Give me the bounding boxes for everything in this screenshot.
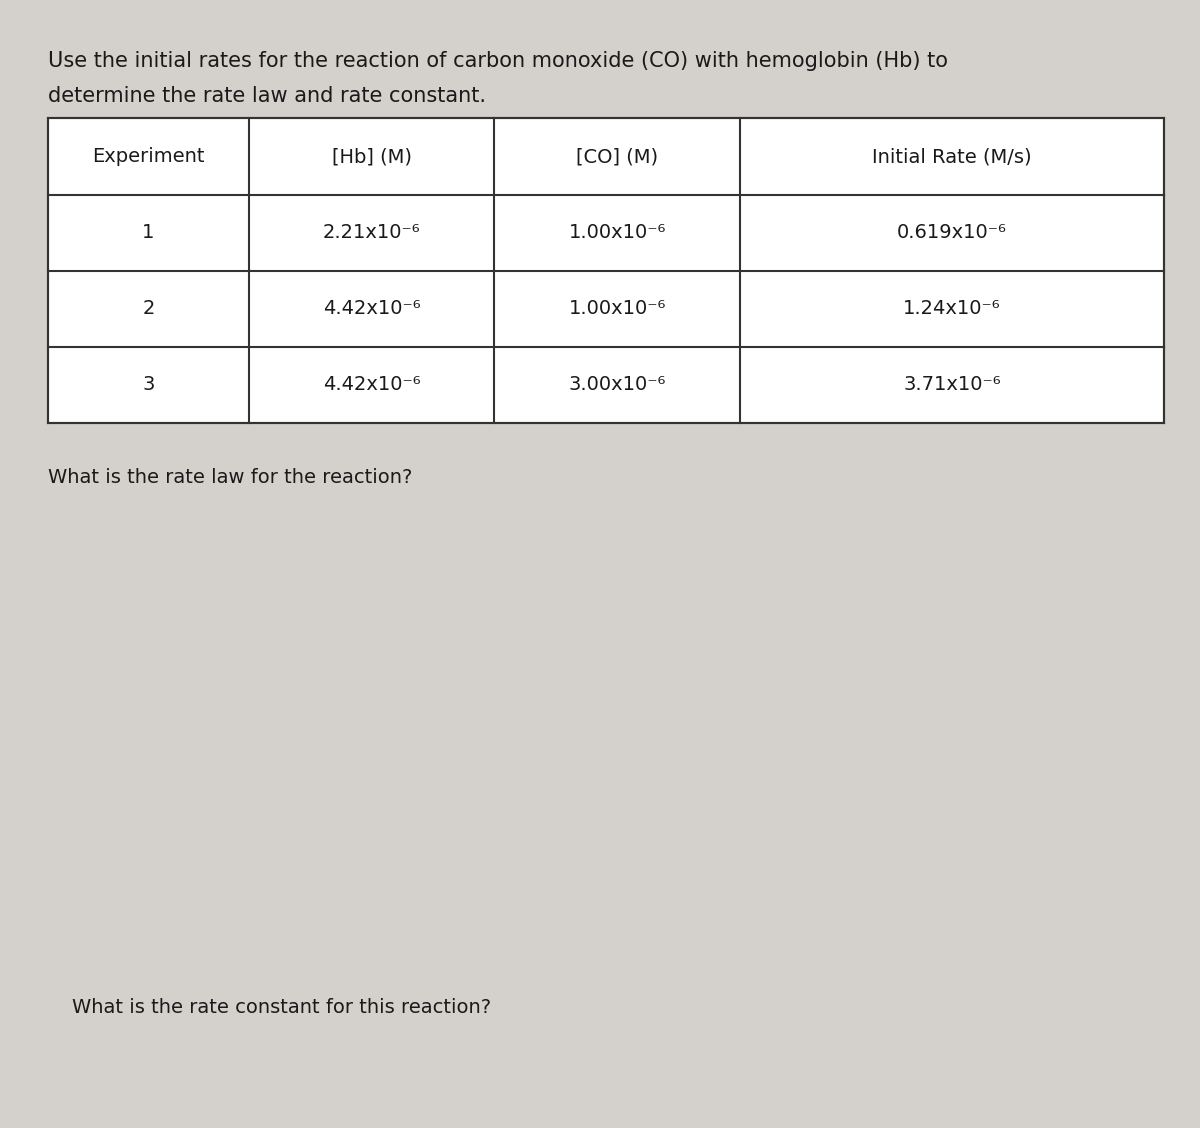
Text: What is the rate constant for this reaction?: What is the rate constant for this react… bbox=[72, 998, 491, 1017]
Text: [CO] (M): [CO] (M) bbox=[576, 147, 659, 166]
Text: determine the rate law and rate constant.: determine the rate law and rate constant… bbox=[48, 86, 486, 106]
Text: 3.71x10⁻⁶: 3.71x10⁻⁶ bbox=[904, 376, 1001, 395]
Text: 4.42x10⁻⁶: 4.42x10⁻⁶ bbox=[323, 299, 420, 318]
Text: 2.21x10⁻⁶: 2.21x10⁻⁶ bbox=[323, 223, 420, 243]
Text: 0.619x10⁻⁶: 0.619x10⁻⁶ bbox=[898, 223, 1007, 243]
Text: [Hb] (M): [Hb] (M) bbox=[331, 147, 412, 166]
Text: Initial Rate (M/s): Initial Rate (M/s) bbox=[872, 147, 1032, 166]
Text: 1: 1 bbox=[143, 223, 155, 243]
Text: Experiment: Experiment bbox=[92, 147, 205, 166]
Text: 1.00x10⁻⁶: 1.00x10⁻⁶ bbox=[569, 299, 666, 318]
Text: What is the rate law for the reaction?: What is the rate law for the reaction? bbox=[48, 468, 413, 487]
Text: 4.42x10⁻⁶: 4.42x10⁻⁶ bbox=[323, 376, 420, 395]
Text: 1.24x10⁻⁶: 1.24x10⁻⁶ bbox=[904, 299, 1001, 318]
Text: 3: 3 bbox=[143, 376, 155, 395]
Text: Use the initial rates for the reaction of carbon monoxide (CO) with hemoglobin (: Use the initial rates for the reaction o… bbox=[48, 51, 948, 71]
Text: 3.00x10⁻⁶: 3.00x10⁻⁶ bbox=[569, 376, 666, 395]
Text: 2: 2 bbox=[143, 299, 155, 318]
Text: 1.00x10⁻⁶: 1.00x10⁻⁶ bbox=[569, 223, 666, 243]
